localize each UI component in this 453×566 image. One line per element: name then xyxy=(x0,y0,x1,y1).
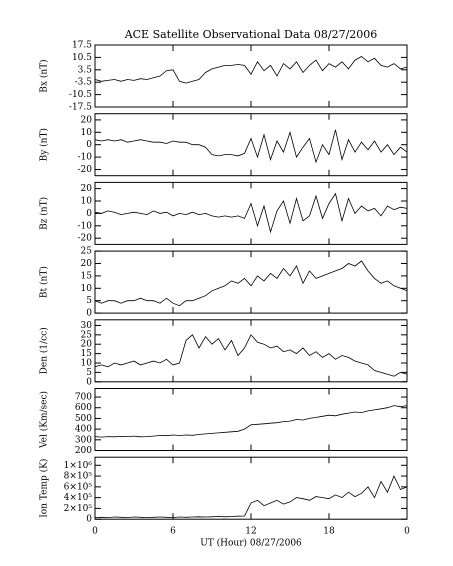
y-axis-label: Vel (Km/sec) xyxy=(39,391,50,449)
y-tick-label: 2×10⁵ xyxy=(64,504,93,514)
y-tick-label: 10 xyxy=(81,359,93,369)
data-line xyxy=(94,475,408,519)
y-tick-label: 0 xyxy=(86,515,92,525)
y-tick-label: 20 xyxy=(81,115,93,125)
y-axis-label: Bx (nT) xyxy=(39,59,50,92)
y-tick-label: 0 xyxy=(86,209,92,219)
y-axis-label: Bt (nT) xyxy=(39,266,50,298)
data-line xyxy=(94,334,408,377)
x-tick-label: 6 xyxy=(170,527,176,537)
x-tick-label: 12 xyxy=(245,527,256,537)
y-tick-label: -20 xyxy=(78,234,93,244)
y-tick-label: 20 xyxy=(81,259,93,269)
y-tick-label: 15 xyxy=(81,271,93,281)
y-tick-label: 4×10⁵ xyxy=(64,493,93,503)
data-line xyxy=(94,129,408,164)
y-tick-label: 0 xyxy=(86,140,92,150)
y-tick-label: -3.5 xyxy=(75,78,93,88)
y-tick-label: -10 xyxy=(78,153,93,163)
y-tick-label: 3.5 xyxy=(78,65,93,75)
y-tick-label: 200 xyxy=(75,446,92,456)
y-tick-label: 5 xyxy=(86,296,92,306)
y-tick-label: -10.5 xyxy=(69,90,92,100)
x-tick-label: 18 xyxy=(323,527,335,537)
y-tick-label: 0 xyxy=(86,309,92,319)
y-tick-label: 20 xyxy=(81,184,93,194)
y-tick-label: 25 xyxy=(81,247,93,257)
plot-frame xyxy=(94,319,408,383)
data-line xyxy=(94,56,408,84)
chart-title: ACE Satellite Observational Data 08/27/2… xyxy=(124,28,378,41)
y-tick-label: 0 xyxy=(86,377,92,387)
y-tick-label: 300 xyxy=(75,435,92,445)
y-tick-label: 500 xyxy=(75,414,92,424)
y-axis-label: Bz (nT) xyxy=(39,197,50,230)
data-line xyxy=(94,260,408,307)
y-tick-label: 5 xyxy=(86,368,92,378)
y-axis-label: Ion Temp (K) xyxy=(39,459,50,518)
y-tick-label: 8×10⁵ xyxy=(64,472,93,482)
y-tick-label: -10 xyxy=(78,221,93,231)
y-tick-label: 10.5 xyxy=(72,53,92,63)
y-tick-label: 1×10⁶ xyxy=(64,461,93,471)
y-tick-label: 10 xyxy=(81,128,93,138)
y-tick-label: 20 xyxy=(81,340,93,350)
y-tick-label: 10 xyxy=(81,284,93,294)
y-tick-label: 15 xyxy=(81,349,93,359)
data-line xyxy=(94,405,408,438)
y-tick-label: 6×10⁵ xyxy=(64,482,93,492)
y-tick-label: 17.5 xyxy=(72,41,92,51)
y-axis-label: By (nT) xyxy=(39,128,50,161)
x-tick-label: 0 xyxy=(92,527,98,537)
y-tick-label: 700 xyxy=(75,393,92,403)
x-tick-label: 0 xyxy=(404,527,410,537)
y-tick-label: -17.5 xyxy=(69,103,92,113)
data-line xyxy=(94,192,408,234)
y-axis-label: Den (1/cc) xyxy=(39,327,50,374)
y-tick-label: 600 xyxy=(75,403,92,413)
y-tick-label: 25 xyxy=(81,330,93,340)
x-axis-label: UT (Hour) 08/27/2006 xyxy=(200,538,302,549)
plot-frame xyxy=(94,388,408,451)
y-tick-label: 400 xyxy=(75,425,92,435)
y-tick-label: -20 xyxy=(78,165,93,175)
plot-frame xyxy=(94,250,408,314)
plot-frame xyxy=(94,456,408,520)
plot-frame xyxy=(94,44,408,108)
y-tick-label: 10 xyxy=(81,197,93,207)
y-tick-label: 30 xyxy=(81,321,93,331)
